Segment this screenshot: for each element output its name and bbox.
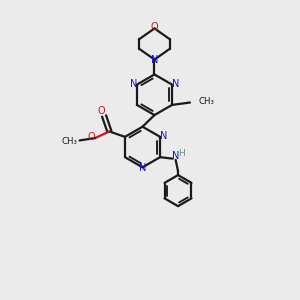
Text: N: N xyxy=(172,79,179,89)
Text: N: N xyxy=(160,131,167,141)
Text: O: O xyxy=(151,22,158,32)
Text: O: O xyxy=(88,133,95,142)
Text: CH₃: CH₃ xyxy=(62,136,78,146)
Text: H: H xyxy=(178,149,184,158)
Text: N: N xyxy=(130,79,137,89)
Text: N: N xyxy=(151,55,158,64)
Text: O: O xyxy=(98,106,106,116)
Text: N: N xyxy=(139,163,146,173)
Text: N: N xyxy=(172,151,179,161)
Text: CH₃: CH₃ xyxy=(198,98,214,106)
